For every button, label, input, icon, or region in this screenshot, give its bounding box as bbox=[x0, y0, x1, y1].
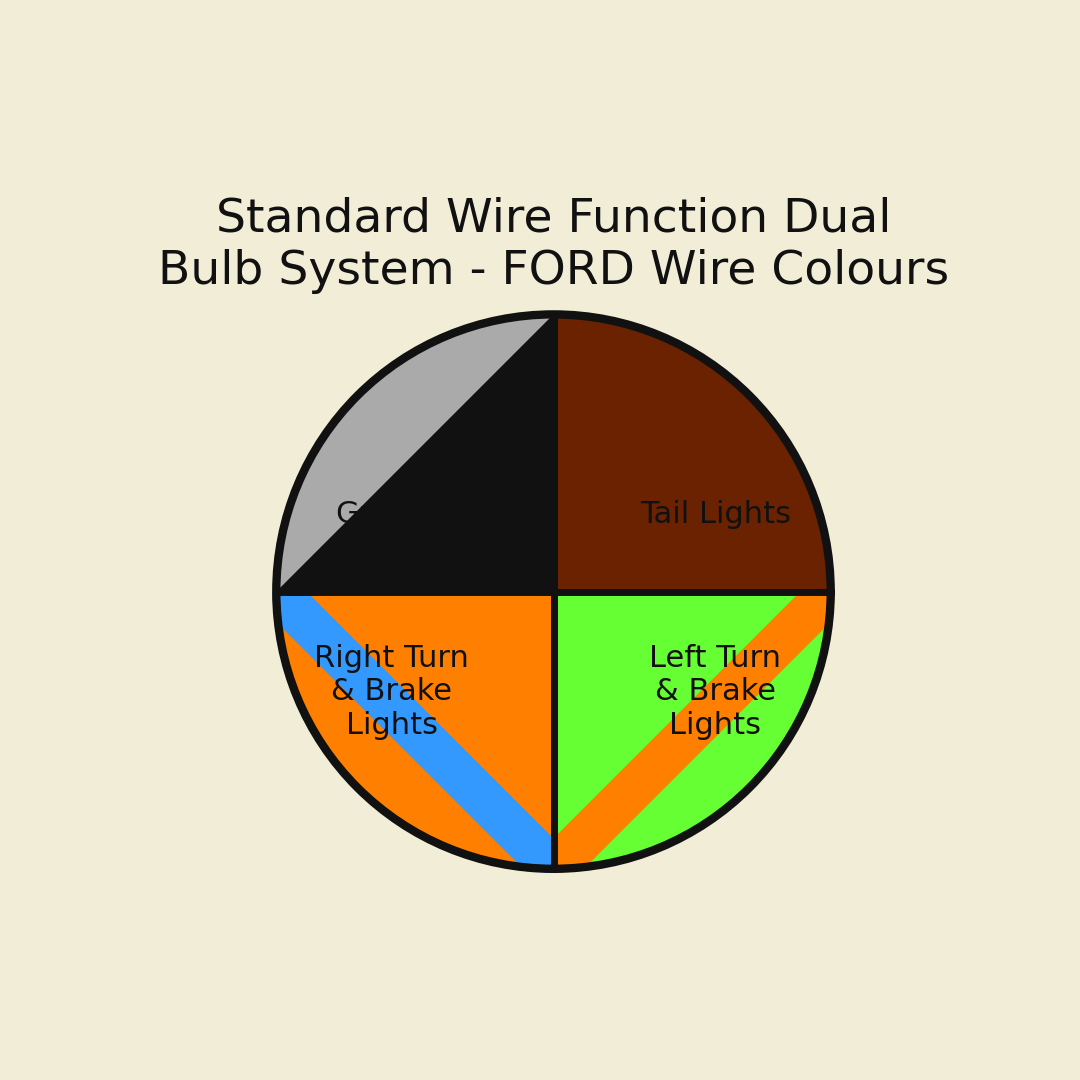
Polygon shape bbox=[86, 402, 744, 1059]
Polygon shape bbox=[276, 314, 554, 592]
Text: Left Turn
& Brake
Lights: Left Turn & Brake Lights bbox=[649, 644, 781, 740]
Wedge shape bbox=[276, 592, 554, 868]
Wedge shape bbox=[276, 314, 554, 592]
Text: Ground: Ground bbox=[336, 500, 448, 529]
Text: Tail Lights: Tail Lights bbox=[639, 500, 791, 529]
Polygon shape bbox=[363, 402, 1021, 1059]
Text: Standard Wire Function Dual
Bulb System - FORD Wire Colours: Standard Wire Function Dual Bulb System … bbox=[158, 197, 949, 294]
Wedge shape bbox=[553, 592, 831, 868]
Text: Right Turn
& Brake
Lights: Right Turn & Brake Lights bbox=[314, 644, 469, 740]
Wedge shape bbox=[554, 314, 831, 592]
